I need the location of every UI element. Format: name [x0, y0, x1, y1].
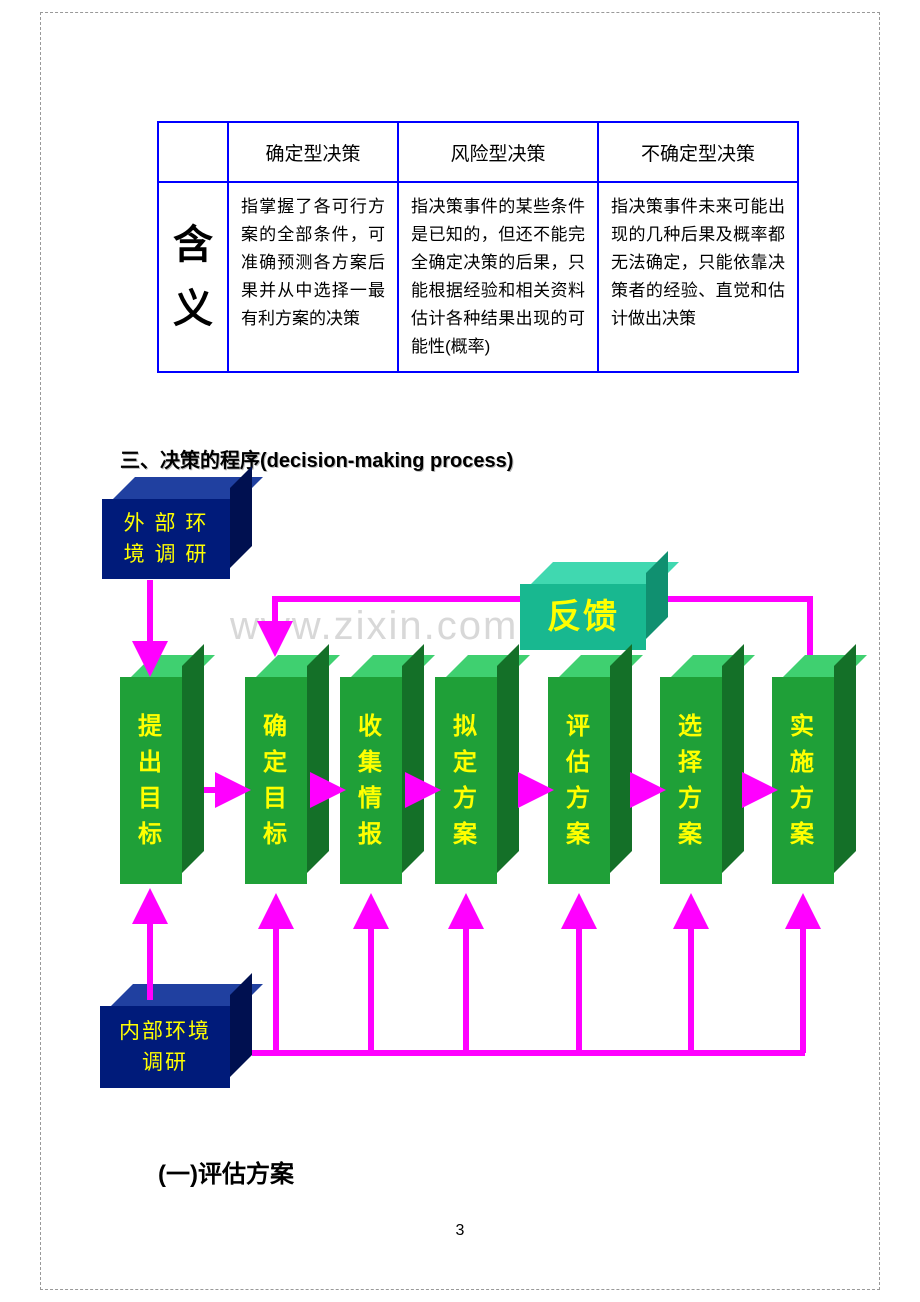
- page-number: 3: [0, 1222, 920, 1240]
- step-box-1: 提出目标: [120, 677, 182, 884]
- feedback-box: 反馈: [520, 584, 646, 650]
- internal-env-box: 内部环境调研: [100, 1006, 230, 1088]
- table-header-row: 确定型决策 风险型决策 不确定型决策: [158, 122, 798, 182]
- section-title: 三、决策的程序(decision-making process): [120, 444, 513, 473]
- step-box-3: 收集情报: [340, 677, 402, 884]
- table-cell-3: 指决策事件未来可能出现的几种后果及概率都无法确定，只能依靠决策者的经验、直觉和估…: [598, 182, 798, 372]
- table-header-col2: 风险型决策: [398, 122, 598, 182]
- table-row-label: 含义: [158, 182, 228, 372]
- table-body-row: 含义 指掌握了各可行方案的全部条件，可准确预测各方案后果并从中选择一最有利方案的…: [158, 182, 798, 372]
- table-cell-1: 指掌握了各可行方案的全部条件，可准确预测各方案后果并从中选择一最有利方案的决策: [228, 182, 398, 372]
- table-header-col3: 不确定型决策: [598, 122, 798, 182]
- step-box-7: 实施方案: [772, 677, 834, 884]
- decision-type-table: 确定型决策 风险型决策 不确定型决策 含义 指掌握了各可行方案的全部条件，可准确…: [157, 121, 799, 373]
- table-header-col1: 确定型决策: [228, 122, 398, 182]
- sub-title: (一)评估方案: [158, 1154, 294, 1189]
- step-box-6: 选择方案: [660, 677, 722, 884]
- external-env-box: 外 部 环境 调 研: [102, 499, 230, 579]
- table-cell-2: 指决策事件的某些条件是已知的，但还不能完全确定决策的后果，只能根据经验和相关资料…: [398, 182, 598, 372]
- step-box-4: 拟定方案: [435, 677, 497, 884]
- step-box-5: 评估方案: [548, 677, 610, 884]
- table-header-empty: [158, 122, 228, 182]
- step-box-2: 确定目标: [245, 677, 307, 884]
